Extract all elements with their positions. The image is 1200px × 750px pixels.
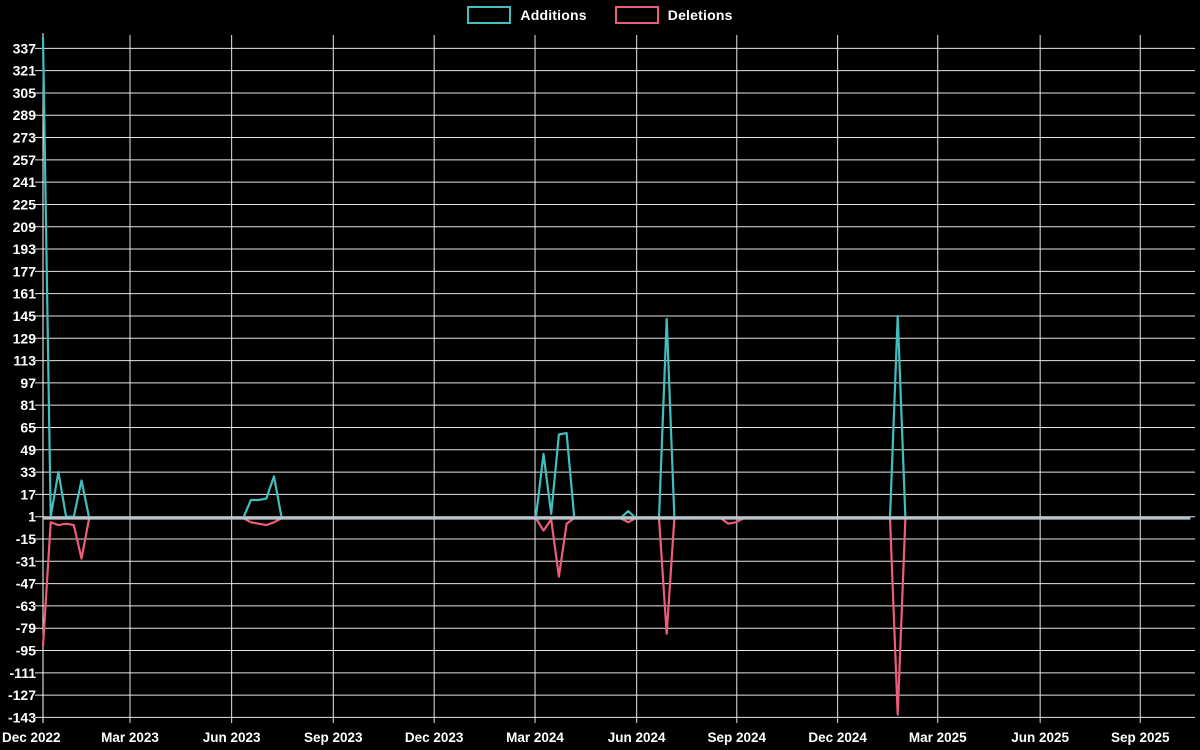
y-axis-tick-label: -127 xyxy=(8,687,36,703)
y-axis-tick-label: 97 xyxy=(20,375,36,391)
y-axis-tick-label: -15 xyxy=(16,531,36,547)
y-axis-tick-label: 49 xyxy=(20,442,36,458)
x-axis-tick-label: Jun 2023 xyxy=(203,730,261,745)
y-axis-tick-label: -95 xyxy=(16,643,36,659)
series-line-deletions[interactable] xyxy=(41,516,1191,716)
y-axis-tick-label: 241 xyxy=(13,174,37,190)
y-axis-tick-label: 161 xyxy=(13,286,37,302)
x-axis-tick-label: Dec 2024 xyxy=(808,730,867,745)
legend-label-deletions: Deletions xyxy=(667,7,733,23)
y-axis-tick-label: 177 xyxy=(13,263,37,279)
y-axis-tick-label: -63 xyxy=(16,598,36,614)
y-axis-tick-label: 145 xyxy=(13,308,37,324)
y-axis-tick-label: 129 xyxy=(13,330,37,346)
y-axis-tick-label: 17 xyxy=(20,486,36,502)
x-axis-tick-label: Sep 2023 xyxy=(304,730,363,745)
y-axis-tick-label: 305 xyxy=(13,85,37,101)
y-axis-tick-label: 1 xyxy=(28,509,36,525)
y-axis-tick-label: 257 xyxy=(13,152,37,168)
y-axis-tick-label: 81 xyxy=(20,397,36,413)
y-axis-tick-label: 225 xyxy=(13,196,37,212)
x-axis-tick-label: Mar 2024 xyxy=(506,730,564,745)
y-axis-tick-label: 321 xyxy=(13,63,37,79)
y-axis-tick-label: 337 xyxy=(13,40,37,56)
x-axis-tick-label: Dec 2022 xyxy=(2,730,61,745)
y-axis-tick-label: 209 xyxy=(13,219,37,235)
y-axis-tick-label: -79 xyxy=(16,620,36,636)
legend-label-additions: Additions xyxy=(520,7,587,23)
x-axis-tick-label: Jun 2025 xyxy=(1011,730,1069,745)
x-axis-tick-label: Mar 2025 xyxy=(909,730,967,745)
y-axis-tick-label: 33 xyxy=(20,464,36,480)
series-line-additions[interactable] xyxy=(41,37,1191,520)
y-axis-tick-label: 113 xyxy=(13,353,36,369)
legend-item-additions[interactable]: Additions xyxy=(467,6,587,24)
x-axis-tick-label: Jun 2024 xyxy=(608,730,666,745)
y-axis-tick-label: -47 xyxy=(16,576,36,592)
y-axis-tick-label: -31 xyxy=(16,553,36,569)
y-axis-tick-label: -111 xyxy=(10,665,37,681)
y-axis-tick-label: 193 xyxy=(13,241,37,257)
x-axis-tick-label: Sep 2024 xyxy=(707,730,766,745)
deletions-swatch-icon xyxy=(614,6,659,24)
y-axis-tick-label: 65 xyxy=(20,419,36,435)
chart-legend: Additions Deletions xyxy=(0,6,1200,24)
x-axis-tick-label: Sep 2025 xyxy=(1111,730,1170,745)
y-axis-tick-label: -143 xyxy=(8,709,36,725)
x-axis-tick-label: Mar 2023 xyxy=(101,730,159,745)
y-axis-tick-label: 289 xyxy=(13,107,37,123)
y-axis-tick-label: 273 xyxy=(13,130,37,146)
x-axis-tick-label: Dec 2023 xyxy=(405,730,464,745)
additions-swatch-icon xyxy=(467,6,512,24)
legend-item-deletions[interactable]: Deletions xyxy=(614,6,733,24)
